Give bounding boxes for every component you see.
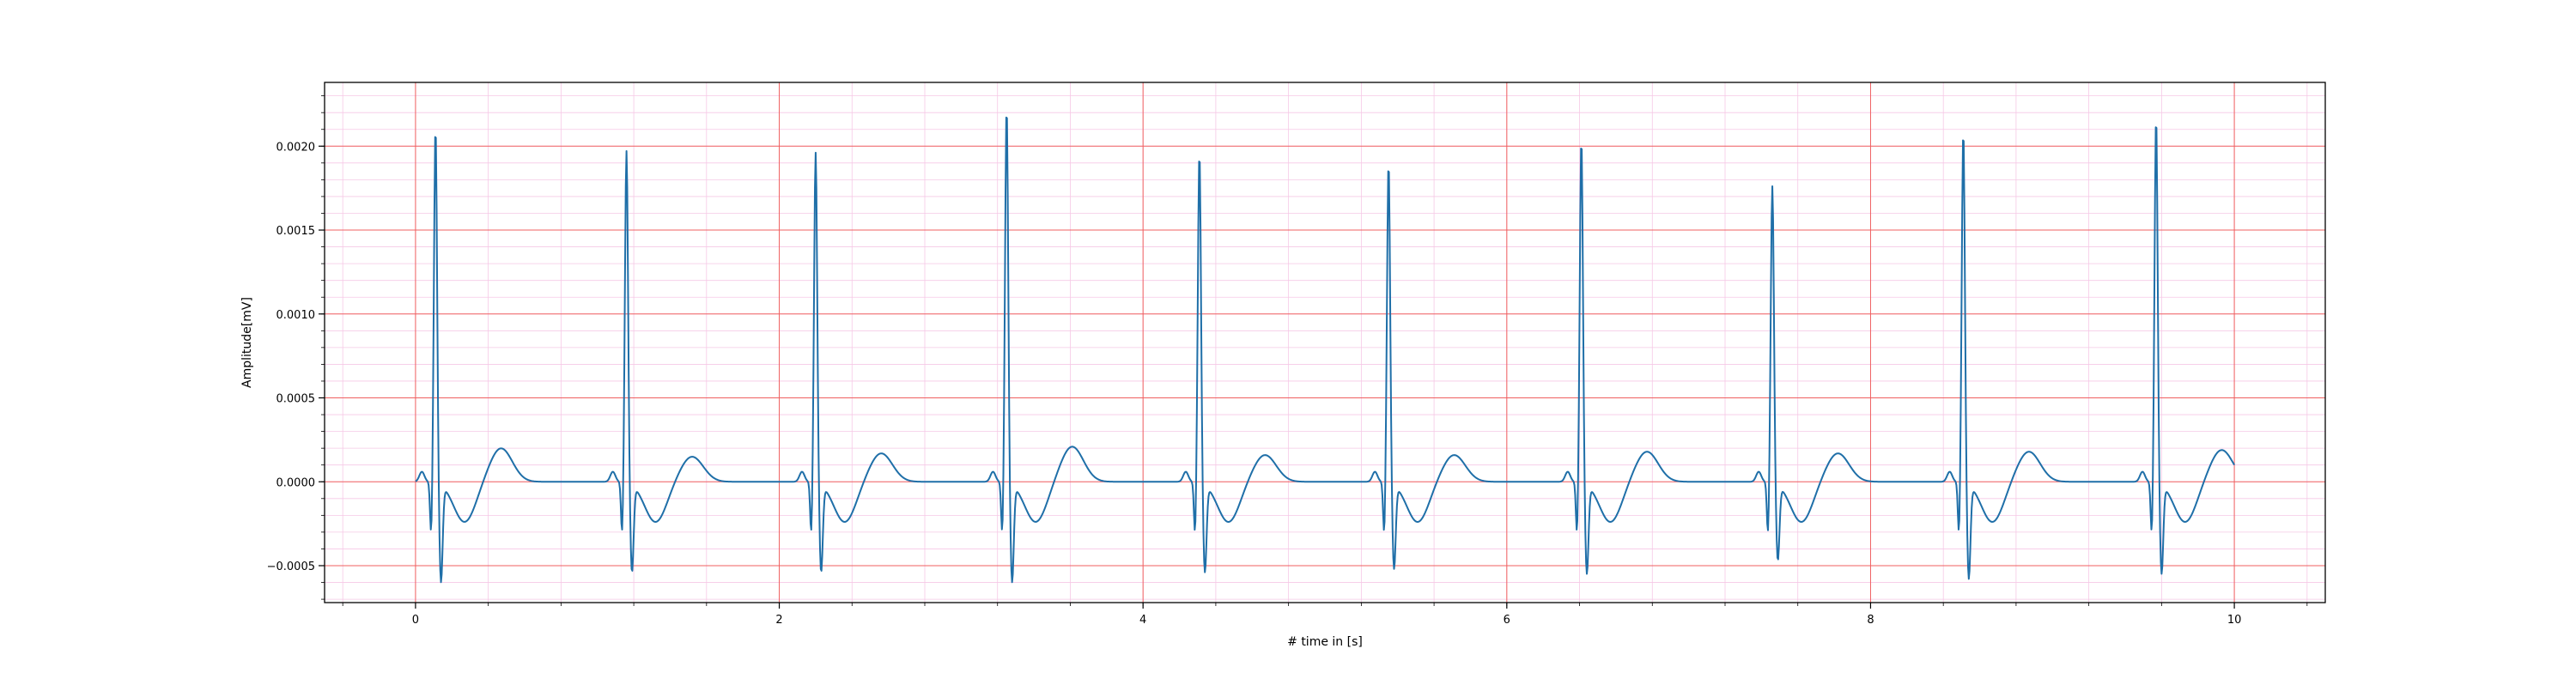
y-axis-ticks: −0.0005 0.0000 0.0005 0.0010 0.0015 0.0020 [267, 95, 325, 600]
y-tick-label: 0.0020 [276, 141, 316, 154]
x-tick-label: 4 [1139, 614, 1146, 627]
series-layer [415, 116, 2235, 584]
x-tick-label: 0 [412, 614, 419, 627]
x-tick-label: 2 [775, 614, 782, 627]
plot-frame [324, 82, 2326, 603]
x-axis-label: # time in [s] [1287, 635, 1363, 649]
x-axis-ticks: 0 2 4 6 8 10 [342, 603, 2308, 627]
x-tick-label: 6 [1504, 614, 1510, 627]
ecg-series-line [415, 116, 2235, 584]
y-tick-label: 0.0015 [276, 225, 316, 238]
y-axis-label: Amplitude[mV] [240, 297, 254, 388]
x-tick-label: 10 [2227, 614, 2242, 627]
y-tick-label: 0.0005 [276, 393, 316, 406]
x-tick-label: 8 [1867, 614, 1874, 627]
y-tick-label: 0.0000 [276, 476, 316, 489]
major-grid [325, 82, 2325, 603]
y-tick-label: 0.0010 [276, 309, 316, 322]
y-tick-label: −0.0005 [267, 561, 315, 573]
